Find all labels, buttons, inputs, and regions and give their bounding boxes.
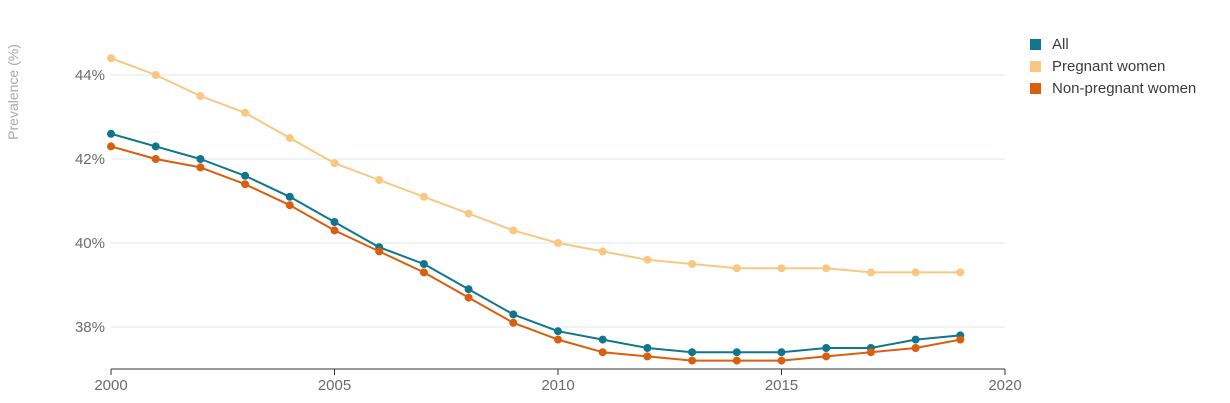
- data-point: [107, 142, 115, 151]
- data-point: [956, 335, 965, 344]
- data-point: [285, 192, 294, 201]
- legend-label: Pregnant women: [1052, 57, 1166, 75]
- data-point: [598, 348, 607, 357]
- data-point: [419, 268, 428, 277]
- data-point: [151, 155, 160, 163]
- data-point: [822, 344, 831, 352]
- data-point: [554, 327, 562, 336]
- data-point: [509, 310, 518, 319]
- data-point: [822, 352, 831, 361]
- x-tick-label: 2010: [541, 377, 574, 394]
- series-line: [110, 57, 961, 274]
- legend: All Pregnant women Non-pregnant women: [1030, 33, 1196, 99]
- data-point: [643, 352, 652, 361]
- data-point: [643, 344, 652, 352]
- y-tick-label: 42%: [75, 151, 105, 168]
- y-tick-label: 38%: [75, 319, 105, 336]
- data-point: [196, 155, 205, 163]
- data-point: [107, 54, 115, 63]
- data-point: [598, 335, 607, 344]
- legend-swatch: [1030, 60, 1041, 72]
- data-point: [643, 255, 652, 264]
- data-point: [777, 356, 786, 365]
- data-point: [330, 159, 339, 168]
- data-point: [464, 293, 473, 302]
- data-point: [419, 192, 428, 201]
- legend-swatch: [1030, 82, 1041, 94]
- data-point: [777, 348, 786, 357]
- data-point: [956, 268, 965, 277]
- legend-item: Pregnant women: [1030, 55, 1196, 77]
- legend-label: Non-pregnant women: [1052, 79, 1197, 97]
- x-tick-label: 2015: [765, 377, 798, 394]
- data-point: [196, 92, 205, 100]
- data-point: [911, 335, 920, 344]
- data-point: [598, 247, 607, 256]
- series-line: [110, 145, 961, 362]
- x-tick-label: 2005: [318, 377, 351, 394]
- data-point: [732, 264, 741, 273]
- legend-swatch: [1030, 38, 1041, 50]
- y-tick-label: 44%: [75, 67, 105, 84]
- data-point: [107, 129, 115, 138]
- series-line: [110, 132, 961, 354]
- data-point: [285, 134, 294, 142]
- data-point: [464, 285, 473, 294]
- data-point: [777, 264, 786, 273]
- data-point: [241, 180, 250, 189]
- data-point: [688, 348, 697, 357]
- data-point: [822, 264, 831, 273]
- data-point: [151, 71, 160, 79]
- legend-label: All: [1052, 35, 1069, 53]
- data-point: [554, 335, 562, 344]
- x-tick-label: 2000: [94, 377, 127, 394]
- data-point: [375, 247, 384, 256]
- data-point: [330, 226, 339, 235]
- data-point: [554, 239, 562, 247]
- data-point: [866, 268, 875, 277]
- data-point: [688, 260, 697, 268]
- series-all: [107, 129, 965, 357]
- data-point: [330, 218, 339, 226]
- data-point: [688, 356, 697, 365]
- data-point: [732, 356, 741, 365]
- legend-item: Non-pregnant women: [1030, 77, 1196, 99]
- data-point: [509, 318, 518, 327]
- series-non-pregnant-women: [107, 142, 965, 365]
- data-point: [419, 260, 428, 268]
- data-point: [285, 201, 294, 210]
- data-point: [732, 348, 741, 357]
- data-point: [375, 176, 384, 184]
- data-point: [151, 142, 160, 151]
- x-tick-label: 2020: [988, 377, 1021, 394]
- data-point: [911, 268, 920, 277]
- data-point: [196, 163, 205, 172]
- data-point: [241, 108, 250, 117]
- data-point: [464, 209, 473, 218]
- data-point: [241, 171, 250, 180]
- data-point: [866, 348, 875, 357]
- data-point: [911, 344, 920, 352]
- gridlines: [111, 74, 1005, 328]
- series-pregnant-women: [107, 54, 965, 277]
- data-point: [509, 226, 518, 235]
- legend-item: All: [1030, 33, 1196, 55]
- axes: 38% 40% 42% 44% 2000 2005 2010 2015 2020: [75, 67, 1022, 394]
- y-axis-title: Prevalence (%): [5, 44, 21, 140]
- series-layer: [107, 54, 965, 365]
- y-tick-label: 40%: [75, 235, 105, 252]
